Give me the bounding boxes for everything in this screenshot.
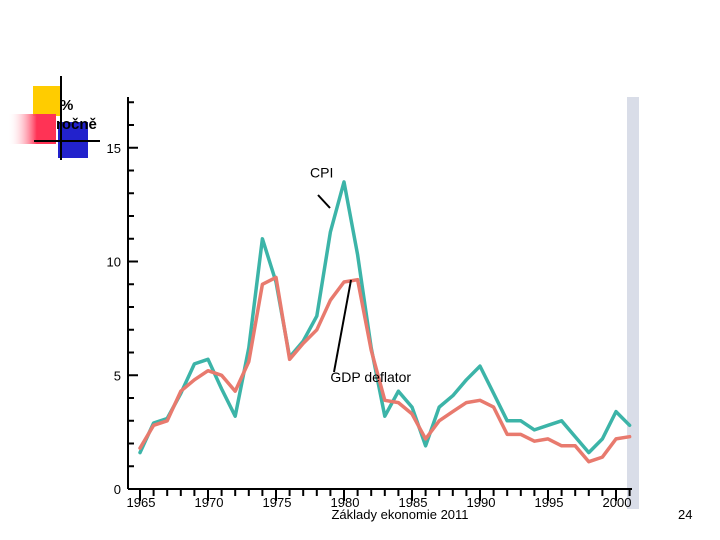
- logo-yellow-square: [33, 86, 60, 116]
- plot-panel-edge: [627, 97, 639, 509]
- x-tick-label: 1985: [399, 495, 428, 510]
- gdp-deflator-line: [138, 275, 632, 464]
- page-number: 24: [678, 507, 693, 522]
- cpi-annotation-label: CPI: [310, 164, 333, 180]
- y-tick-label: 10: [107, 255, 121, 270]
- x-tick-label: 1970: [195, 495, 224, 510]
- x-tick-label: 1965: [127, 495, 156, 510]
- logo-red-square: [8, 114, 56, 144]
- cpi-annotation-leader: [317, 194, 331, 209]
- x-tick-label: 1980: [331, 495, 360, 510]
- x-tick-label: 2000: [603, 495, 632, 510]
- gdp-deflator-annotation-leader: [333, 279, 352, 373]
- cpi-line: [138, 180, 632, 455]
- x-tick-label: 1990: [467, 495, 496, 510]
- presentation-logo: [8, 76, 100, 160]
- unit-label-line1: %: [60, 97, 74, 114]
- y-tick-label: 0: [114, 482, 121, 497]
- unit-label-line2: ročně: [56, 116, 97, 133]
- y-tick-label: 5: [114, 368, 121, 383]
- x-tick-label: 1975: [263, 495, 292, 510]
- gdp-deflator-annotation-label: GDP deflator: [330, 369, 411, 385]
- y-tick-label: 15: [107, 141, 121, 156]
- y-unit-label: % ročně: [56, 96, 97, 134]
- footer-text: Základy ekonomie 2011: [331, 507, 469, 522]
- x-tick-label: 1995: [535, 495, 564, 510]
